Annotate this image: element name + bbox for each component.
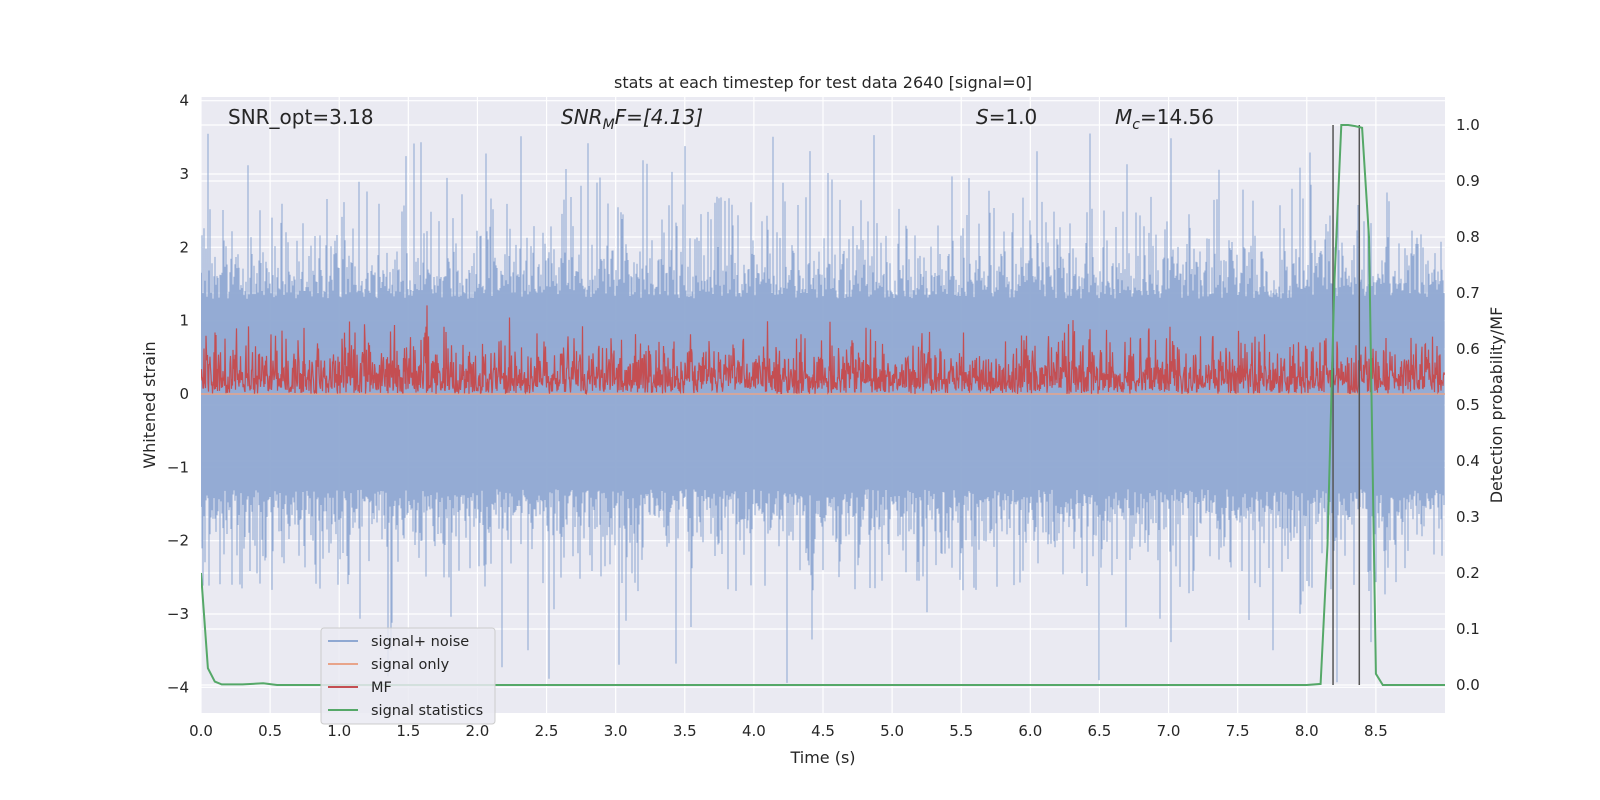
- mf-series: [201, 305, 1445, 396]
- mc-var: M: [1115, 105, 1132, 129]
- y-tick-label: 1: [179, 312, 189, 330]
- y2-tick-label: 0.3: [1456, 508, 1480, 526]
- y-axis-label: Whitened strain: [140, 341, 159, 468]
- x-tick-label: 1.5: [396, 722, 420, 740]
- x-tick-label: 7.5: [1226, 722, 1250, 740]
- x-tick-label: 8.0: [1295, 722, 1319, 740]
- legend-label-signal-statistics: signal statistics: [371, 703, 483, 719]
- y2-tick-label: 0.5: [1456, 396, 1480, 414]
- x-tick-label: 4.0: [742, 722, 766, 740]
- y2-tick-label: 0.9: [1456, 172, 1480, 190]
- y2-tick-label: 0.4: [1456, 452, 1480, 470]
- x-tick-label: 0.0: [189, 722, 213, 740]
- y2-tick-label: 1.0: [1456, 116, 1480, 134]
- x-axis-label: Time (s): [789, 748, 855, 767]
- y-tick-label: −4: [167, 678, 189, 696]
- x-tick-label: 8.5: [1364, 722, 1388, 740]
- x-tick-labels: 0.0 0.5 1.0 1.5 2.0 2.5 3.0 3.5 4.0 4.5 5.0 5.5 6.0 6…: [189, 722, 1388, 740]
- y2-tick-label: 0.2: [1456, 564, 1480, 582]
- s-var: S: [976, 105, 989, 129]
- signal-statistics-series: [201, 124, 1445, 686]
- detection-vlines: [1332, 125, 1361, 685]
- mc-sub: c: [1132, 117, 1140, 133]
- snr-opt-annotation: SNR_opt=3.18: [228, 105, 374, 129]
- legend-frame: [320, 627, 496, 725]
- y-tick-label: 3: [179, 165, 189, 183]
- x-tick-label: 5.5: [949, 722, 973, 740]
- y2-tick-labels: 1.0 0.9 0.8 0.7 0.6 0.5 0.4 0.3 0.2 0.1 0.0: [1456, 116, 1480, 694]
- y-tick-label: 0: [179, 385, 189, 403]
- x-tick-label: 3.5: [673, 722, 697, 740]
- y-tick-label: −1: [167, 458, 189, 476]
- y2-tick-label: 0.6: [1456, 340, 1480, 358]
- mc-annotation: Mc=14.56: [1115, 105, 1214, 133]
- legend: signal+ noise signal only MF signal stat…: [320, 627, 496, 725]
- s-annotation: S=1.0: [976, 105, 1037, 129]
- s-rest: =1.0: [989, 105, 1038, 129]
- legend-label-signal-noise: signal+ noise: [371, 634, 469, 650]
- x-tick-label: 2.5: [535, 722, 559, 740]
- snr-mf-var: SNR: [561, 105, 603, 129]
- x-tick-label: 4.5: [811, 722, 835, 740]
- y-tick-label: 4: [179, 92, 189, 110]
- y2-tick-label: 0.8: [1456, 228, 1480, 246]
- x-tick-label: 1.0: [327, 722, 351, 740]
- y2-tick-label: 0.1: [1456, 620, 1480, 638]
- x-tick-label: 6.5: [1088, 722, 1112, 740]
- snr-mf-annotation: SNRMF=[4.13]: [561, 105, 703, 133]
- y-tick-label: −2: [167, 532, 189, 550]
- x-tick-label: 3.0: [604, 722, 628, 740]
- x-tick-label: 6.0: [1018, 722, 1042, 740]
- legend-label-signal-only: signal only: [371, 657, 450, 673]
- y-tick-labels: 4 3 2 1 0 −1 −2 −3 −4: [167, 92, 189, 697]
- mc-rest: =14.56: [1140, 105, 1214, 129]
- snr-mf-sub: M: [603, 117, 615, 133]
- x-tick-label: 7.0: [1157, 722, 1181, 740]
- snr-mf-rest: F=[4.13]: [615, 105, 703, 129]
- y-tick-label: 2: [179, 238, 189, 256]
- x-tick-label: 0.5: [258, 722, 282, 740]
- y2-tick-label: 0.7: [1456, 284, 1480, 302]
- x-tick-label: 5.0: [880, 722, 904, 740]
- signal-statistics-line: [201, 124, 1445, 686]
- plot-content: [201, 124, 1445, 686]
- x-tick-label: 2.0: [466, 722, 490, 740]
- legend-label-mf: MF: [371, 680, 392, 696]
- mf-line: [201, 305, 1445, 396]
- y-tick-label: −3: [167, 605, 189, 623]
- y2-axis-label: Detection probability/MF: [1487, 307, 1506, 504]
- y2-tick-label: 0.0: [1456, 676, 1480, 694]
- chart-title: stats at each timestep for test data 264…: [614, 73, 1032, 92]
